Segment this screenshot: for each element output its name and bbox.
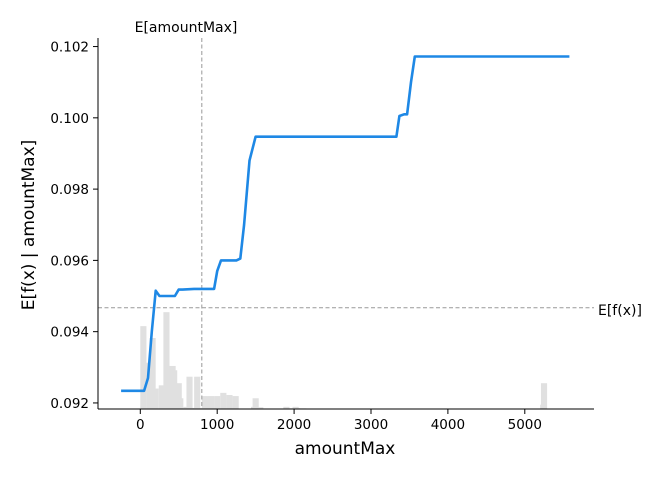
histogram-bar — [540, 383, 548, 409]
dependence-line-layer — [121, 55, 570, 393]
histogram-bar — [158, 385, 165, 409]
axes: 0 1000 2000 3000 4000 5000 0.092 0.094 0.096 0.09… — [50, 38, 594, 433]
y-tick-label: 0.094 — [50, 325, 89, 341]
feature-histogram — [140, 312, 548, 409]
histogram-bar — [194, 376, 201, 409]
histogram-bar — [257, 407, 264, 409]
histogram-bar — [292, 406, 299, 409]
expected-x-label: E[amountMax] — [135, 20, 238, 36]
x-tick-label: 0 — [136, 417, 145, 433]
histogram-bar — [140, 326, 147, 409]
dependence-line — [121, 55, 570, 393]
histogram-bar — [186, 376, 193, 409]
y-tick-label: 0.102 — [50, 40, 89, 56]
histogram-bar — [169, 365, 176, 409]
histogram-bar — [220, 392, 227, 409]
expected-fx-label: E[f(x)] — [598, 303, 642, 319]
y-tick-label: 0.100 — [50, 111, 89, 127]
x-axis-title: amountMax — [295, 439, 396, 459]
x-tick-label: 4000 — [431, 417, 465, 433]
histogram-bar — [201, 396, 208, 409]
y-tick-label: 0.092 — [50, 396, 89, 412]
histogram-bar — [207, 396, 215, 409]
x-tick-label: 2000 — [277, 417, 311, 433]
x-tick-label: 3000 — [354, 417, 388, 433]
reference-lines — [98, 38, 594, 409]
y-axis-title: E[f(x) | amountMax] — [19, 140, 39, 311]
x-tick-label: 1000 — [200, 417, 234, 433]
histogram-bar — [226, 395, 233, 409]
histogram-bar — [163, 312, 170, 409]
histogram-bar — [214, 396, 221, 409]
y-tick-label: 0.096 — [50, 253, 89, 269]
histogram-bar — [232, 396, 239, 409]
y-tick-label: 0.098 — [50, 182, 89, 198]
x-tick-label: 5000 — [508, 417, 542, 433]
histogram-bar — [283, 406, 290, 409]
histogram-bar — [252, 398, 259, 409]
histogram-bar — [175, 383, 182, 409]
histogram-bar — [149, 337, 156, 409]
